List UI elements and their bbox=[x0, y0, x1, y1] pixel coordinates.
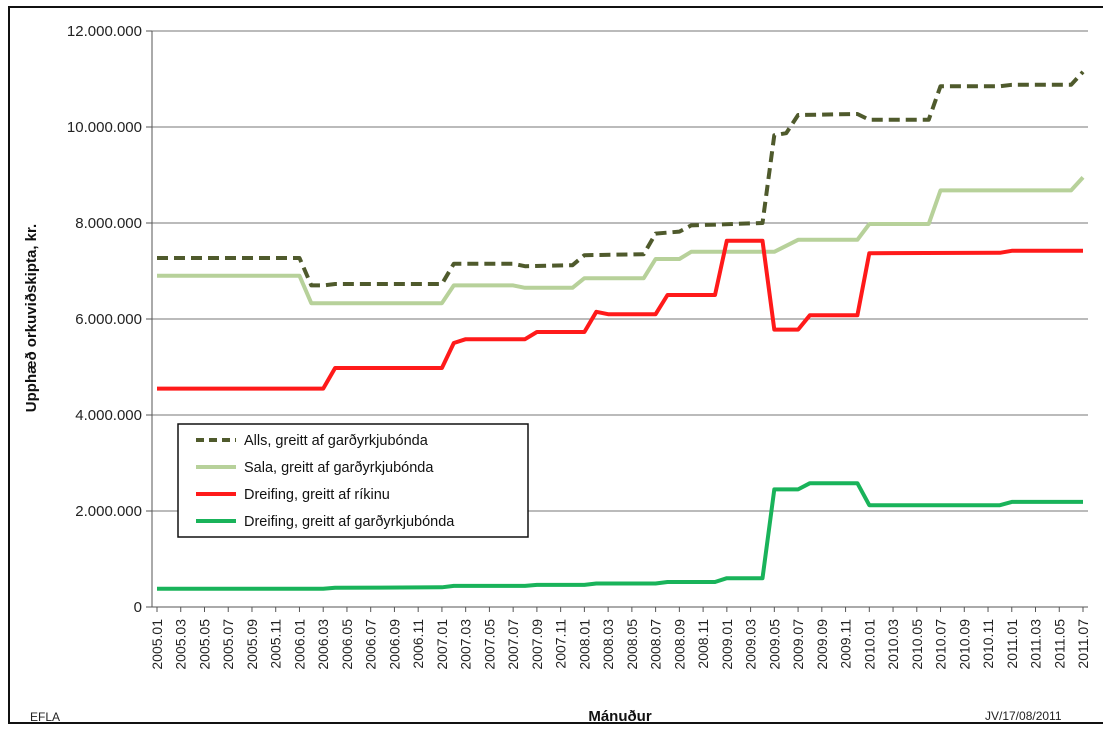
x-tick-label: 2011.01 bbox=[1004, 619, 1020, 669]
x-tick-label: 2010.07 bbox=[933, 619, 949, 670]
x-tick-label: 2010.01 bbox=[861, 619, 877, 670]
x-tick-label: 2011.07 bbox=[1075, 619, 1091, 669]
x-tick-label: 2008.03 bbox=[600, 619, 616, 670]
x-tick-label: 2007.07 bbox=[505, 619, 521, 670]
x-tick-label: 2010.09 bbox=[956, 619, 972, 670]
x-tick-label: 2005.03 bbox=[173, 619, 189, 670]
series-line-1 bbox=[157, 70, 1085, 288]
y-tick-label: 10.000.000 bbox=[67, 119, 142, 136]
x-tick-label: 2011.03 bbox=[1028, 619, 1044, 669]
x-axis bbox=[151, 31, 1088, 608]
x-tick-label: 2008.01 bbox=[576, 619, 592, 670]
x-tick-label: 2007.01 bbox=[434, 619, 450, 670]
y-tick-label: 0 bbox=[134, 599, 142, 616]
x-tick-label: 2009.09 bbox=[814, 619, 830, 670]
x-tick-label: 2011.05 bbox=[1051, 619, 1067, 669]
x-tick-label: 2006.09 bbox=[386, 619, 402, 670]
x-tick-label: 2010.11 bbox=[980, 619, 996, 669]
x-axis-ticks: 2005.01 2005.03 2005.05 2005.07 2005.09 2005.… bbox=[149, 607, 1091, 670]
x-tick-label: 2007.05 bbox=[481, 619, 497, 670]
series-line-4 bbox=[157, 481, 1083, 591]
legend-box bbox=[177, 423, 529, 538]
legend-label: Dreifing, greitt af ríkinu bbox=[244, 487, 390, 503]
x-tick-label: 2005.01 bbox=[149, 619, 165, 670]
y-tick-label: 6.000.000 bbox=[75, 311, 142, 328]
x-tick-label: 2009.05 bbox=[766, 619, 782, 670]
x-tick-label: 2006.07 bbox=[363, 619, 379, 670]
series-line-2 bbox=[157, 176, 1085, 306]
x-tick-label: 2005.11 bbox=[268, 619, 284, 669]
y-axis-label: Upphæð orkuviðskipta, kr. bbox=[23, 224, 40, 412]
x-tick-label: 2006.05 bbox=[339, 619, 355, 670]
x-tick-label: 2008.09 bbox=[671, 619, 687, 670]
x-tick-label: 2007.03 bbox=[458, 619, 474, 670]
x-tick-label: 2009.01 bbox=[719, 619, 735, 670]
y-tick-label: 2.000.000 bbox=[75, 503, 142, 520]
y-tick-label: 8.000.000 bbox=[75, 215, 142, 232]
footer-left-label: EFLA bbox=[30, 710, 61, 724]
x-tick-label: 2006.03 bbox=[315, 619, 331, 670]
legend-label: Sala, greitt af garðyrkjubónda bbox=[244, 460, 434, 476]
series-line-3 bbox=[157, 238, 1083, 391]
legend-label: Alls, greitt af garðyrkjubónda bbox=[244, 433, 429, 449]
y-tick-label: 4.000.000 bbox=[75, 407, 142, 424]
x-tick-label: 2005.05 bbox=[196, 619, 212, 670]
legend: Alls, greitt af garðyrkjubónda Sala, grei… bbox=[177, 423, 529, 538]
x-tick-label: 2008.11 bbox=[695, 619, 711, 669]
x-tick-label: 2008.07 bbox=[648, 619, 664, 670]
x-tick-label: 2005.07 bbox=[220, 619, 236, 670]
x-tick-label: 2010.05 bbox=[909, 619, 925, 670]
footer-right-label: JV/17/08/2011 bbox=[985, 709, 1062, 723]
series-lines bbox=[157, 70, 1085, 591]
chart-frame bbox=[8, 6, 1103, 724]
x-tick-label: 2005.09 bbox=[244, 619, 260, 670]
x-axis-label: Mánuður bbox=[588, 708, 651, 725]
legend-label: Dreifing, greitt af garðyrkjubónda bbox=[244, 514, 455, 530]
x-tick-label: 2006.11 bbox=[410, 619, 426, 669]
x-tick-label: 2008.05 bbox=[624, 619, 640, 670]
x-tick-label: 2009.03 bbox=[743, 619, 759, 670]
x-tick-label: 2009.11 bbox=[838, 619, 854, 669]
y-tick-label: 12.000.000 bbox=[67, 23, 142, 40]
x-tick-label: 2010.03 bbox=[885, 619, 901, 670]
x-tick-label: 2007.09 bbox=[529, 619, 545, 670]
x-tick-label: 2006.01 bbox=[291, 619, 307, 670]
x-tick-label: 2009.07 bbox=[790, 619, 806, 670]
x-tick-label: 2007.11 bbox=[553, 619, 569, 669]
y-axis-ticks: 0 2.000.000 4.000.000 6.000.000 8.000.000 10.… bbox=[67, 23, 152, 616]
